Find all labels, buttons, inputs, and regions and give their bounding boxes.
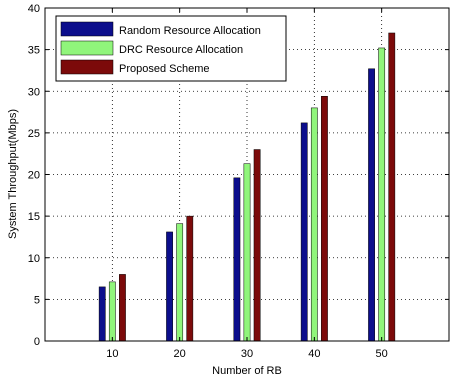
bars [98, 32, 396, 342]
x-tick-label: 40 [308, 348, 320, 360]
legend-swatch [60, 21, 114, 37]
y-tick-label: 25 [28, 128, 40, 140]
bar-proposed-scheme-20 [186, 215, 194, 342]
bar-drc-resource-allocation-20 [176, 223, 184, 342]
y-tick-label: 35 [28, 45, 40, 57]
y-tick-label: 5 [34, 294, 40, 306]
x-axis-ticks: 10 20 30 40 50 [106, 8, 388, 360]
x-axis-label: Number of RB [212, 365, 282, 377]
y-axis-ticks: 0 5 10 15 20 25 30 35 40 [28, 3, 449, 348]
bar-drc-resource-allocation-40 [310, 107, 318, 342]
bar-proposed-scheme-40 [321, 95, 328, 342]
y-tick-label: 10 [28, 253, 40, 265]
bar-random-resource-allocation-20 [166, 231, 173, 342]
bar-drc-resource-allocation-50 [378, 47, 386, 342]
y-tick-label: 0 [34, 336, 40, 348]
bar-drc-resource-allocation-10 [108, 281, 116, 342]
legend-swatch [60, 59, 114, 75]
bar-random-resource-allocation-50 [368, 68, 375, 342]
y-tick-label: 15 [28, 211, 40, 223]
legend: Random Resource Allocation DRC Resource A… [55, 15, 287, 82]
legend-label: DRC Resource Allocation [119, 44, 243, 56]
x-tick-label: 50 [376, 348, 388, 360]
legend-label: Random Resource Allocation [119, 25, 261, 37]
y-tick-label: 40 [28, 3, 40, 15]
legend-swatch [60, 40, 114, 56]
bar-random-resource-allocation-40 [300, 122, 308, 342]
x-tick-label: 10 [106, 348, 118, 360]
bar-random-resource-allocation-30 [233, 177, 241, 342]
y-tick-label: 20 [28, 170, 40, 182]
y-tick-label: 30 [28, 86, 40, 98]
bar-proposed-scheme-50 [388, 32, 396, 342]
bar-random-resource-allocation-10 [98, 286, 106, 342]
y-axis-label: System Throughput(Mbps) [7, 109, 19, 239]
bar-proposed-scheme-10 [119, 274, 126, 342]
x-tick-label: 30 [241, 348, 253, 360]
x-tick-label: 20 [174, 348, 186, 360]
bar-drc-resource-allocation-30 [243, 163, 251, 342]
bar-proposed-scheme-30 [253, 149, 261, 342]
legend-label: Proposed Scheme [119, 63, 210, 75]
